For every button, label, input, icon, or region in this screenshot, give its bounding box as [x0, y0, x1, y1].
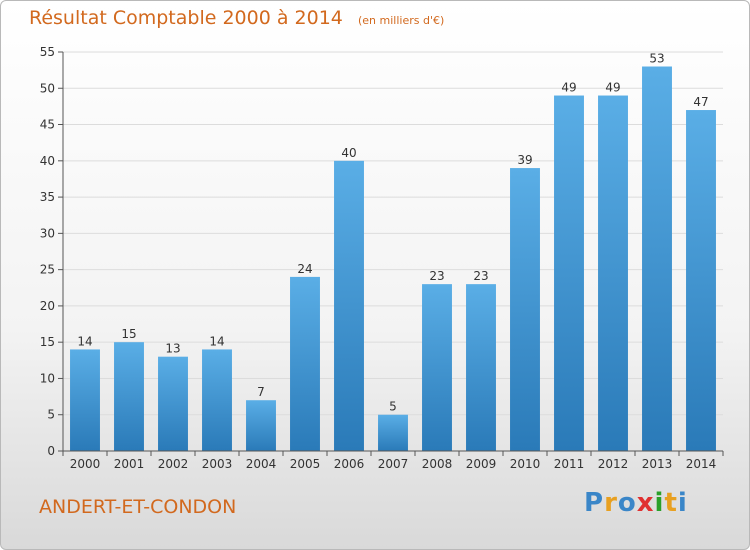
- commune-name: ANDERT-ET-CONDON: [39, 496, 237, 518]
- chart-subtitle: (en milliers d'€): [357, 14, 445, 27]
- bar: [70, 349, 100, 451]
- bar-value-label: 39: [517, 153, 532, 167]
- logo-letter: o: [617, 488, 637, 518]
- y-tick-label: 5: [47, 408, 55, 422]
- bar-value-label: 53: [649, 52, 664, 66]
- logo-letter: i: [677, 488, 688, 518]
- y-tick-label: 45: [40, 118, 55, 132]
- bar-value-label: 40: [341, 146, 356, 160]
- x-tick-label: 2004: [246, 457, 277, 471]
- bar-value-label: 23: [473, 269, 488, 283]
- bar-value-label: 47: [693, 95, 708, 109]
- bar: [466, 284, 496, 451]
- logo-letter: P: [584, 488, 605, 518]
- x-tick-label: 2007: [378, 457, 409, 471]
- y-tick-label: 0: [47, 444, 55, 458]
- bar-value-label: 49: [605, 81, 620, 95]
- x-tick-label: 2006: [334, 457, 365, 471]
- bar-value-label: 15: [121, 327, 136, 341]
- bar: [686, 110, 716, 451]
- x-tick-label: 2011: [554, 457, 585, 471]
- logo-letter: r: [604, 488, 618, 518]
- bar: [598, 95, 628, 451]
- bar-value-label: 24: [297, 262, 312, 276]
- y-tick-label: 15: [40, 335, 55, 349]
- y-tick-label: 50: [40, 81, 55, 95]
- bar: [334, 160, 364, 451]
- y-tick-label: 40: [40, 154, 55, 168]
- x-tick-label: 2013: [642, 457, 673, 471]
- bar-value-label: 49: [561, 81, 576, 95]
- y-tick-label: 30: [40, 226, 55, 240]
- bar-value-label: 14: [209, 334, 224, 348]
- bar: [202, 349, 232, 451]
- x-tick-label: 2008: [422, 457, 453, 471]
- x-tick-label: 2014: [686, 457, 717, 471]
- bars: 14 15 13 14 7 24 40 5 23 23 39 49 49 53 47: [70, 52, 716, 451]
- logo-letter: x: [636, 488, 655, 518]
- bar: [422, 284, 452, 451]
- y-tick-label: 20: [40, 299, 55, 313]
- y-tick-label: 10: [40, 371, 55, 385]
- proxiti-logo: Proxiti: [584, 488, 688, 518]
- x-tick-label: 2005: [290, 457, 321, 471]
- bar-value-label: 5: [389, 400, 397, 414]
- bar: [510, 168, 540, 451]
- x-tick-label: 2003: [202, 457, 233, 471]
- bar: [246, 400, 276, 451]
- y-tick-label: 55: [40, 45, 55, 59]
- x-tick-label: 2012: [598, 457, 629, 471]
- bar-value-label: 23: [429, 269, 444, 283]
- bar: [158, 356, 188, 451]
- logo-letter: i: [654, 488, 665, 518]
- x-tick-label: 2010: [510, 457, 541, 471]
- y-axis: 0 5 10 15 20 25 30 35 40 45 50 55: [40, 45, 64, 458]
- bar: [114, 342, 144, 451]
- bar-value-label: 7: [257, 385, 265, 399]
- chart-title-block: Résultat Comptable 2000 à 2014 (en milli…: [29, 7, 444, 29]
- chart-title: Résultat Comptable 2000 à 2014: [29, 7, 343, 29]
- bar-value-label: 14: [77, 334, 92, 348]
- y-tick-label: 25: [40, 263, 55, 277]
- y-tick-label: 35: [40, 190, 55, 204]
- bar: [642, 66, 672, 451]
- x-axis: 2000 2001 2002 2003 2004 2005 2006 2007 2008 2009…: [62, 450, 724, 471]
- bar: [554, 95, 584, 451]
- x-tick-label: 2001: [114, 457, 145, 471]
- x-tick-label: 2000: [70, 457, 101, 471]
- bar-value-label: 13: [165, 342, 180, 356]
- bar: [378, 414, 408, 451]
- x-tick-label: 2009: [466, 457, 497, 471]
- bar: [290, 276, 320, 451]
- x-tick-label: 2002: [158, 457, 189, 471]
- logo-letter: t: [664, 488, 678, 518]
